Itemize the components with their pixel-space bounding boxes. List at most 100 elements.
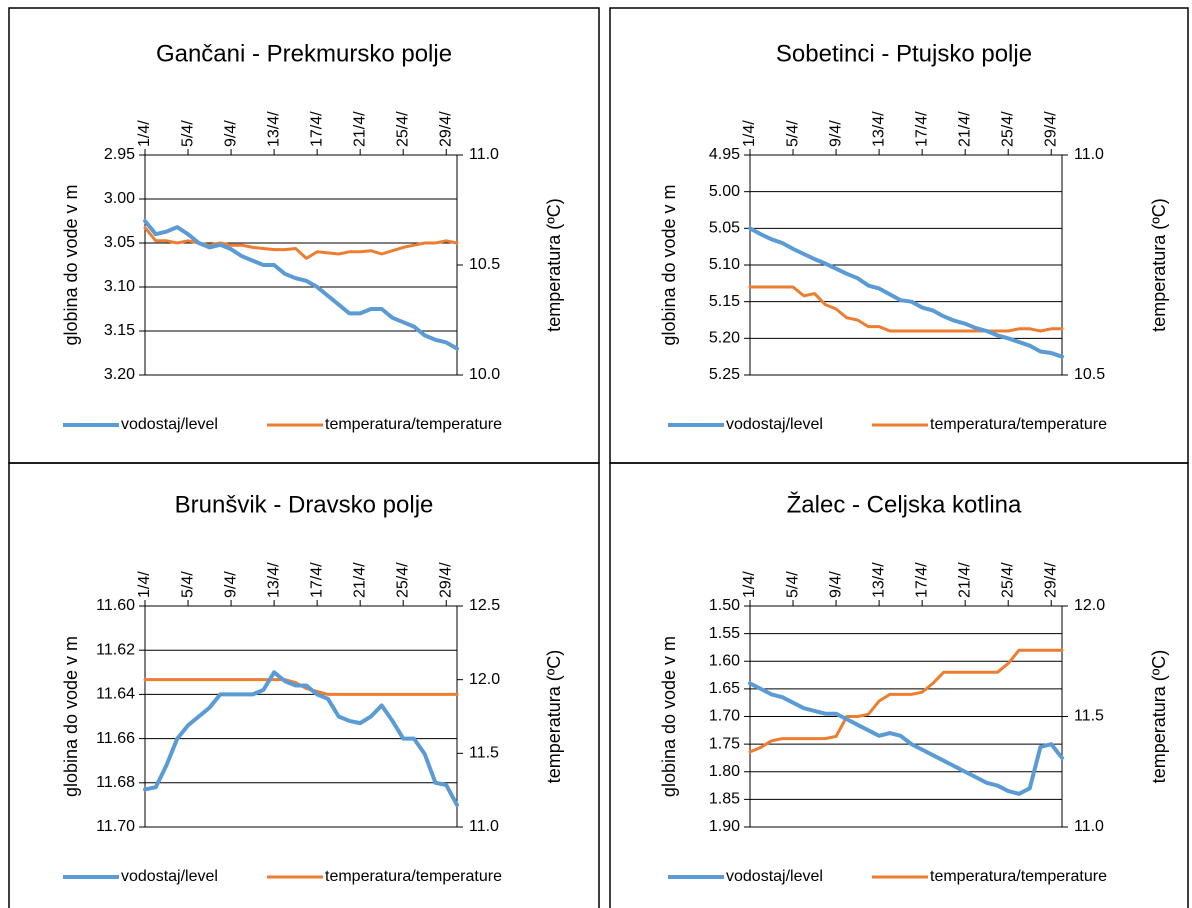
y-tick-label: 1.55 xyxy=(709,625,740,642)
y2-tick-label: 10.5 xyxy=(469,256,500,273)
chart-title: Žalec - Celjska kotlina xyxy=(787,491,1022,518)
series-line xyxy=(748,681,1064,796)
y-tick-label: 3.20 xyxy=(104,366,135,383)
y-tick-label: 3.15 xyxy=(104,322,135,339)
x-tick-label: 21/4/ xyxy=(956,562,973,598)
x-tick-label: 13/4/ xyxy=(265,111,282,147)
x-tick-label: 25/4/ xyxy=(394,111,411,147)
panel-frame xyxy=(609,7,1189,464)
x-tick-label: 1/4/ xyxy=(136,120,153,147)
x-tick-label: 9/4/ xyxy=(222,120,239,147)
x-tick-label: 29/4/ xyxy=(1042,111,1059,147)
x-tick-label: 13/4/ xyxy=(870,111,887,147)
y-tick-label: 1.85 xyxy=(709,791,740,808)
y-tick-label: 11.68 xyxy=(96,774,135,791)
x-tick-label: 25/4/ xyxy=(999,562,1016,598)
y-axis-label: globina do vode v m xyxy=(61,636,81,797)
legend-label: temperatura/temperature xyxy=(930,416,1107,433)
y-tick-label: 5.25 xyxy=(709,366,740,383)
y2-tick-label: 10.5 xyxy=(1074,366,1105,383)
series-line xyxy=(748,648,1064,754)
y-tick-label: 11.66 xyxy=(96,730,135,747)
y-tick-label: 5.20 xyxy=(709,330,740,347)
legend-label: temperatura/temperature xyxy=(930,868,1107,885)
y-tick-label: 11.62 xyxy=(96,641,135,658)
y-tick-label: 1.80 xyxy=(709,763,740,780)
y-axis-label: globina do vode v m xyxy=(61,184,81,345)
y-tick-label: 3.10 xyxy=(104,278,135,295)
legend-label: temperatura/temperature xyxy=(325,868,502,885)
y2-tick-label: 11.0 xyxy=(1074,818,1104,835)
y-tick-label: 1.75 xyxy=(709,735,740,752)
x-tick-label: 21/4/ xyxy=(351,562,368,598)
chart-title: Gančani - Prekmursko polje xyxy=(156,40,452,67)
x-tick-label: 13/4/ xyxy=(265,562,282,598)
legend-label: temperatura/temperature xyxy=(325,416,502,433)
legend-label: vodostaj/level xyxy=(726,868,823,885)
x-tick-label: 9/4/ xyxy=(222,571,239,598)
y-tick-label: 5.10 xyxy=(709,256,740,273)
x-tick-label: 17/4/ xyxy=(913,111,930,147)
x-tick-label: 17/4/ xyxy=(308,562,325,598)
x-tick-label: 25/4/ xyxy=(394,562,411,598)
legend-label: vodostaj/level xyxy=(726,416,823,433)
x-tick-label: 1/4/ xyxy=(741,120,758,147)
y-tick-label: 11.64 xyxy=(96,686,135,703)
panel-frame xyxy=(8,462,600,908)
y2-tick-label: 11.0 xyxy=(469,146,499,163)
series-line xyxy=(143,219,459,351)
panel-frame xyxy=(8,7,600,464)
y2-axis-label: temperatura (ºC) xyxy=(544,198,564,332)
legend-label: vodostaj/level xyxy=(121,868,218,885)
x-tick-label: 5/4/ xyxy=(784,571,801,598)
x-tick-label: 29/4/ xyxy=(437,111,454,147)
series-line xyxy=(143,670,459,807)
series-line xyxy=(748,226,1064,359)
y2-tick-label: 11.5 xyxy=(1074,708,1104,725)
y-axis-label: globina do vode v m xyxy=(659,184,679,345)
y-tick-label: 2.95 xyxy=(104,146,135,163)
x-tick-label: 21/4/ xyxy=(956,111,973,147)
y-tick-label: 5.15 xyxy=(709,293,740,310)
y2-tick-label: 12.5 xyxy=(469,597,500,614)
y-tick-label: 3.05 xyxy=(104,234,135,251)
y2-tick-label: 10.0 xyxy=(469,366,500,383)
x-tick-label: 5/4/ xyxy=(784,120,801,147)
y2-tick-label: 12.0 xyxy=(469,671,500,688)
x-tick-label: 9/4/ xyxy=(827,120,844,147)
y2-tick-label: 11.5 xyxy=(469,745,499,762)
panel-frame xyxy=(609,462,1189,908)
x-tick-label: 29/4/ xyxy=(437,562,454,598)
chart-title: Sobetinci - Ptujsko polje xyxy=(776,40,1032,67)
y-tick-label: 1.50 xyxy=(709,597,740,614)
y-tick-label: 1.90 xyxy=(709,818,740,835)
x-tick-label: 1/4/ xyxy=(741,571,758,598)
x-tick-label: 1/4/ xyxy=(136,571,153,598)
y-tick-label: 3.00 xyxy=(104,190,135,207)
x-tick-label: 13/4/ xyxy=(870,562,887,598)
x-tick-label: 29/4/ xyxy=(1042,562,1059,598)
y-tick-label: 1.65 xyxy=(709,680,740,697)
y2-axis-label: temperatura (ºC) xyxy=(544,650,564,784)
y-tick-label: 11.60 xyxy=(96,597,135,614)
y-tick-label: 5.00 xyxy=(709,183,740,200)
y2-tick-label: 11.0 xyxy=(1074,146,1104,163)
y2-tick-label: 12.0 xyxy=(1074,597,1105,614)
y-tick-label: 1.70 xyxy=(709,708,740,725)
y-tick-label: 5.05 xyxy=(709,220,740,237)
y-tick-label: 1.60 xyxy=(709,652,740,669)
x-tick-label: 17/4/ xyxy=(913,562,930,598)
y-tick-label: 4.95 xyxy=(709,146,740,163)
chart-title: Brunšvik - Dravsko polje xyxy=(175,491,434,518)
legend-label: vodostaj/level xyxy=(121,416,218,433)
x-tick-label: 25/4/ xyxy=(999,111,1016,147)
x-tick-label: 21/4/ xyxy=(351,111,368,147)
series-line xyxy=(748,285,1064,333)
y2-axis-label: temperatura (ºC) xyxy=(1149,650,1169,784)
x-tick-label: 5/4/ xyxy=(179,571,196,598)
x-tick-label: 9/4/ xyxy=(827,571,844,598)
y2-axis-label: temperatura (ºC) xyxy=(1149,198,1169,332)
y2-tick-label: 11.0 xyxy=(469,818,499,835)
x-tick-label: 17/4/ xyxy=(308,111,325,147)
